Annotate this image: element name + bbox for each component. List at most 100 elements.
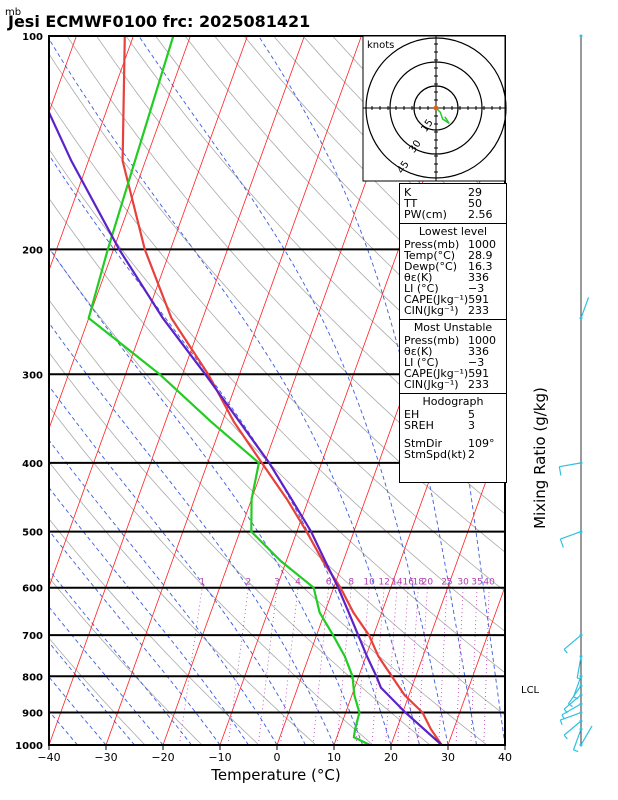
dry-adiabat-line [49, 637, 146, 745]
isotherm-line [49, 36, 248, 588]
hodograph-ring [389, 61, 483, 155]
index-label: PW(cm) [404, 208, 447, 221]
pressure-tick-label: 900 [22, 709, 43, 720]
pressure-unit-label: mb [5, 7, 21, 18]
hodograph-table-rows: EH 5 SREH 3 [400, 409, 506, 431]
wind-barb-half-flag [573, 696, 579, 700]
hodograph-unit-label: knots [367, 40, 394, 51]
lowest-level-header: Lowest level [418, 225, 488, 238]
pressure-tick-label: 100 [22, 32, 43, 43]
wind-barb-base [579, 34, 583, 38]
wind-barb-staff [572, 676, 582, 698]
moist-adiabat-line [49, 385, 306, 745]
index-label: K [404, 186, 412, 199]
mixing-ratio-label: 1 [199, 578, 205, 588]
x-tick-label: −20 [151, 751, 174, 764]
mixing-ratio-label: 12 [378, 578, 389, 588]
wind-barb-staff [572, 729, 582, 751]
lowest-level-row: θε(K) 336 [400, 272, 506, 283]
hodograph-table-header: Hodograph [422, 395, 484, 408]
lowest-level-row-label: Temp(°C) [404, 249, 456, 262]
pressure-tick-label: 300 [22, 370, 43, 381]
lowest-level-row-value: 336 [468, 271, 489, 284]
most-unstable-row: CAPE(Jkg⁻¹) 591 [400, 368, 506, 379]
indices-panel: K 29 TT 50 PW(cm) 2.56 Lowest level Press(m… [399, 183, 507, 483]
mixing-ratio-label: 3 [274, 578, 280, 588]
wind-barb-half-flag [563, 708, 568, 714]
most-unstable-row: Press(mb) 1000 [400, 335, 506, 346]
pressure-tick-label: 400 [22, 459, 43, 470]
moist-adiabat-line [49, 246, 363, 745]
lowest-level-row-label: Dewp(°C) [404, 260, 457, 273]
wind-barb-staff [580, 725, 593, 746]
x-tick-label: −40 [37, 751, 60, 764]
x-tick-label: 10 [327, 751, 341, 764]
moist-adiabat-line [49, 529, 221, 745]
dry-adiabat-line [96, 36, 505, 478]
lowest-level-row-value: −3 [468, 282, 485, 295]
moist-adiabat-line [49, 569, 192, 745]
index-row-k: K 29 [400, 187, 506, 198]
lowest-level-row: Press(mb) 1000 [400, 239, 506, 250]
lcl-label: LCL [521, 685, 540, 696]
wind-barb-staff [563, 720, 582, 736]
wind-barb-half-flag [573, 749, 579, 753]
mixing-ratio-title: Mixing Ratio (g/kg) [531, 387, 549, 529]
isotherm-line [49, 36, 191, 430]
most-unstable-row-label: LI (°C) [404, 356, 439, 369]
mixing-ratio-label: 14 [391, 578, 403, 588]
wind-barb-staff [561, 703, 582, 716]
moist-adiabat-line [49, 322, 335, 745]
most-unstable-row-value: −3 [468, 356, 485, 369]
lowest-level-row-value: 1000 [468, 238, 496, 251]
storm-motion-row-value: 2 [468, 448, 475, 461]
wind-barb-staff [559, 462, 582, 468]
isotherm-line [390, 427, 505, 745]
most-unstable-row-value: 233 [468, 378, 489, 391]
most-unstable-row-value: 591 [468, 367, 490, 380]
lowest-level-row: LI (°C) −3 [400, 283, 506, 294]
pressure-tick-label: 700 [22, 631, 43, 642]
wind-barb-staff [580, 297, 590, 319]
mixing-ratio-label: 10 [363, 578, 375, 588]
lowest-level-row-label: CIN(Jkg⁻¹) [404, 304, 459, 317]
isotherm-line [447, 585, 505, 745]
moist-adiabat-line [49, 676, 107, 745]
hodograph-table-row: SREH 3 [400, 420, 506, 431]
wind-barb-half-flag [577, 677, 583, 680]
most-unstable-row-label: CIN(Jkg⁻¹) [404, 378, 459, 391]
storm-motion-row: StmDir 109° [400, 438, 506, 449]
dry-adiabat-line [125, 36, 505, 441]
hodograph-table-row-label: SREH [404, 419, 434, 432]
moist-adiabat-line [49, 641, 135, 745]
mixing-ratio-label: 4 [295, 578, 301, 588]
pressure-tick-label: 1000 [15, 741, 43, 752]
mixing-ratio-line [257, 587, 278, 745]
wind-barb-staff [563, 634, 582, 650]
wind-barb-staff [576, 656, 582, 679]
hodograph-ring [413, 85, 459, 131]
lowest-level-row-value: 591 [468, 293, 490, 306]
mixing-ratio-label: 25 [441, 578, 452, 588]
isotherm-line [0, 36, 19, 745]
most-unstable-row-value: 336 [468, 345, 489, 358]
parcel-profile-line [49, 109, 443, 745]
moist-adiabat-line [49, 38, 420, 745]
x-axis-title: Temperature (°C) [210, 766, 340, 784]
moist-adiabat-line [138, 36, 449, 745]
isotherm-line [504, 743, 505, 745]
mixing-ratio-label: 18 [413, 578, 425, 588]
index-value: 50 [468, 197, 482, 210]
temperature-profile-line [121, 36, 443, 745]
dry-adiabat-line [49, 518, 260, 745]
mixing-ratio-label: 6 [326, 578, 332, 588]
moist-adiabat-line [49, 439, 278, 745]
dewpoint-profile-line [87, 36, 371, 745]
hodograph-table-row-label: EH [404, 408, 420, 421]
dry-adiabat-line [49, 405, 374, 745]
index-row-tt: TT 50 [400, 198, 506, 209]
moist-adiabat-line [49, 486, 249, 745]
mixing-ratio-label: 16 [402, 578, 414, 588]
dry-adiabat-line [49, 197, 505, 674]
